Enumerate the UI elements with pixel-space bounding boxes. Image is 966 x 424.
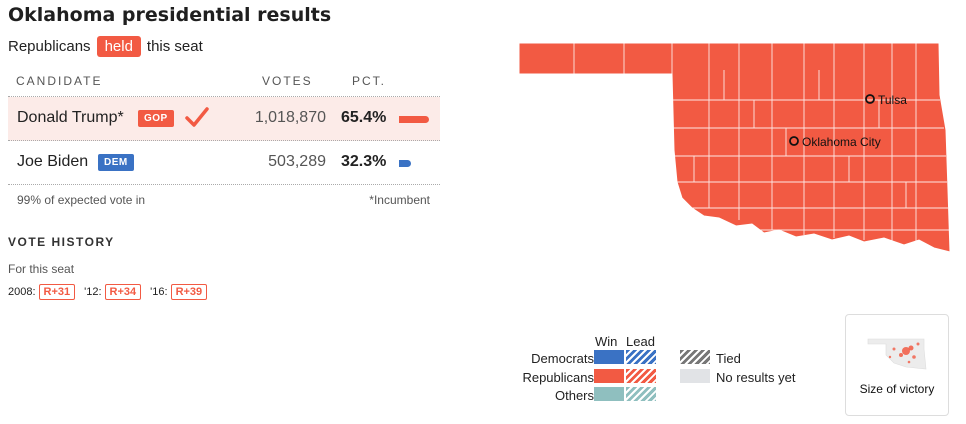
incumbent-note: *Incumbent <box>369 193 430 207</box>
pct-bar-dem <box>399 160 411 167</box>
history-margin: R+39 <box>170 284 208 300</box>
victory-map-icon <box>867 338 927 370</box>
header-candidate: CANDIDATE <box>16 74 103 88</box>
swatch-rep-win <box>594 369 624 383</box>
candidate-name: Joe Biden <box>17 153 89 170</box>
swatch-dem-win <box>594 350 624 364</box>
party-badge-gop: GOP <box>138 110 174 127</box>
legend-democrats: Democrats <box>531 351 594 366</box>
city-label: Tulsa <box>878 93 907 107</box>
seat-status: Republicans held this seat <box>8 36 203 57</box>
oklahoma-county-map[interactable]: Tulsa Oklahoma City <box>514 40 954 254</box>
size-of-victory-button[interactable]: Size of victory <box>845 314 949 416</box>
swatch-no-results <box>680 369 710 383</box>
table-row-trump: Donald Trump* GOP 1,018,870 65.4% <box>8 97 440 141</box>
seat-status-party: Republicans <box>8 38 91 55</box>
candidate-votes: 503,289 <box>268 153 326 170</box>
candidate-votes: 1,018,870 <box>254 109 326 126</box>
legend-republicans: Republicans <box>522 370 594 385</box>
table-row-biden: Joe Biden DEM 503,289 32.3% <box>8 141 440 185</box>
table-header: CANDIDATE VOTES PCT. <box>8 66 440 97</box>
legend-tied: Tied <box>716 351 741 366</box>
vote-history-list: 2008: R+31 '12: R+34 '16: R+39 <box>8 284 216 300</box>
history-year: '12: <box>84 286 102 298</box>
history-year: 2008: <box>8 286 36 298</box>
history-margin: R+34 <box>104 284 142 300</box>
legend-no-results: No results yet <box>716 370 796 385</box>
history-year: '16: <box>150 286 168 298</box>
city-label: Oklahoma City <box>802 135 881 149</box>
city-marker-oklahoma-city[interactable]: Oklahoma City <box>789 135 881 149</box>
vote-history-title: VOTE HISTORY <box>8 235 115 249</box>
candidate-name: Donald Trump* <box>17 109 124 126</box>
legend-lead-header: Lead <box>626 334 655 349</box>
swatch-oth-lead <box>626 387 656 401</box>
city-marker-tulsa[interactable]: Tulsa <box>865 93 907 107</box>
expected-vote: 99% of expected vote in <box>17 193 146 207</box>
legend-win-header: Win <box>595 334 618 349</box>
swatch-dem-lead <box>626 350 656 364</box>
results-table: CANDIDATE VOTES PCT. Donald Trump* GOP 1… <box>8 66 440 213</box>
seat-status-suffix: this seat <box>146 38 203 55</box>
candidate-pct: 32.3% <box>341 153 387 170</box>
vote-history-subtitle: For this seat <box>8 262 75 276</box>
page-title: Oklahoma presidential results <box>8 4 332 26</box>
size-of-victory-label: Size of victory <box>859 382 935 396</box>
header-votes: VOTES <box>262 74 313 88</box>
held-badge: held <box>96 36 141 57</box>
candidate-pct: 65.4% <box>341 109 387 126</box>
history-margin: R+31 <box>38 284 76 300</box>
map-legend: Win Lead Democrats Republicans Others Ti… <box>504 334 824 414</box>
legend-others: Others <box>554 388 594 403</box>
table-footer: 99% of expected vote in *Incumbent <box>8 185 440 213</box>
party-badge-dem: DEM <box>98 154 134 171</box>
oklahoma-state-shape[interactable] <box>518 42 951 253</box>
header-pct: PCT. <box>352 74 387 88</box>
winner-check-icon <box>185 107 209 127</box>
swatch-oth-win <box>594 387 624 401</box>
swatch-tied <box>680 350 710 364</box>
pct-bar-gop <box>399 116 429 123</box>
county-lines <box>573 43 950 245</box>
swatch-rep-lead <box>626 369 656 383</box>
